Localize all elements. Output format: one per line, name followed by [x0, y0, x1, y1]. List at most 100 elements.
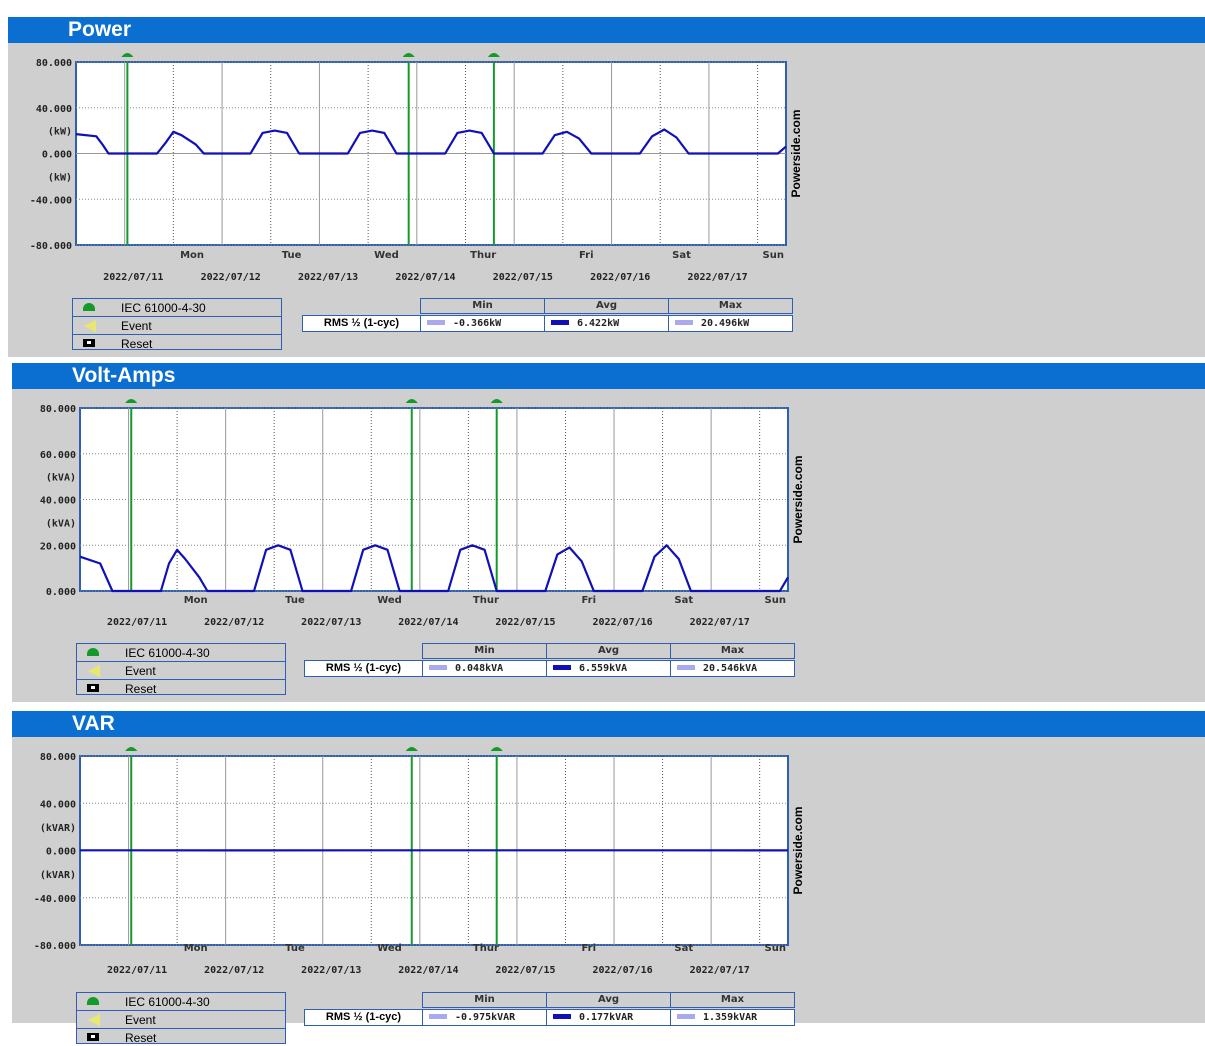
- legend-item-iec[interactable]: IEC 61000-4-30: [77, 644, 285, 661]
- brand-label: Powerside.com: [791, 806, 805, 894]
- stats-header-avg: Avg: [546, 992, 671, 1008]
- stats-header-max: Max: [670, 643, 795, 659]
- stats-avg-value: 6.422kW: [577, 318, 619, 329]
- stats-header-max: Max: [670, 992, 795, 1008]
- event-marker-flag: [488, 53, 500, 57]
- x-date-label: 2022/07/12: [201, 272, 261, 283]
- event-marker-flag: [406, 399, 418, 403]
- x-day-label: Fri: [581, 943, 596, 954]
- legend-item-event[interactable]: Event: [77, 1010, 285, 1028]
- x-date-label: 2022/07/15: [495, 617, 555, 628]
- event-marker-flag: [125, 747, 137, 751]
- stats-header-min: Min: [422, 992, 547, 1008]
- y-tick-label: 0.000: [46, 587, 76, 598]
- stats-avg-cell: 6.559kVA: [546, 660, 671, 677]
- stats-avg-value: 6.559kVA: [579, 663, 627, 674]
- y-tick-label: 80.000: [36, 58, 72, 69]
- y-tick-label: -80.000: [30, 241, 72, 252]
- stats-row-label: RMS ½ (1-cyc): [302, 315, 421, 332]
- y-tick-label: 20.000: [40, 541, 76, 552]
- stats-max-cell: 20.496kW: [668, 315, 793, 332]
- x-day-label: Wed: [377, 595, 402, 606]
- stats-row-label: RMS ½ (1-cyc): [304, 660, 423, 677]
- legend-item-iec[interactable]: IEC 61000-4-30: [73, 299, 281, 316]
- x-date-label: 2022/07/17: [690, 617, 750, 628]
- stats-header-avg: Avg: [546, 643, 671, 659]
- event-marker-flag: [125, 399, 137, 403]
- x-date-label: 2022/07/12: [204, 617, 264, 628]
- x-day-label: Mon: [184, 595, 208, 606]
- legend: IEC 61000-4-30 Event Reset: [72, 298, 282, 350]
- legend-item-event[interactable]: Event: [73, 316, 281, 334]
- y-tick-label: -80.000: [34, 941, 76, 952]
- y-tick-label: (kVA): [46, 518, 76, 529]
- legend-item-reset[interactable]: Reset: [73, 334, 281, 352]
- x-day-label: Sun: [765, 943, 786, 954]
- x-day-label: Sat: [674, 943, 693, 954]
- stats-max-value: 1.359kVAR: [703, 1012, 757, 1023]
- y-tick-label: (kW): [48, 127, 72, 138]
- reset-icon: [85, 1031, 105, 1045]
- x-day-label: Thur: [470, 250, 496, 261]
- legend-item-event[interactable]: Event: [77, 661, 285, 679]
- legend-item-iec[interactable]: IEC 61000-4-30: [77, 993, 285, 1010]
- x-date-label: 2022/07/14: [395, 272, 455, 283]
- brand-label: Powerside.com: [789, 109, 803, 197]
- x-day-label: Sun: [765, 595, 786, 606]
- stats-max-value: 20.546kVA: [703, 663, 757, 674]
- stats-avg-cell: 0.177kVAR: [546, 1009, 671, 1026]
- y-tick-label: 0.000: [42, 150, 72, 161]
- x-day-label: Mon: [184, 943, 208, 954]
- x-date-label: 2022/07/13: [298, 272, 358, 283]
- brand-label: Powerside.com: [791, 455, 805, 543]
- x-date-label: 2022/07/14: [398, 617, 458, 628]
- y-tick-label: 0.000: [46, 847, 76, 858]
- y-tick-label: 40.000: [40, 496, 76, 507]
- stats-header-min: Min: [422, 643, 547, 659]
- x-date-label: 2022/07/16: [592, 965, 652, 976]
- event-marker-flag: [121, 53, 133, 57]
- green-flag-icon: [81, 301, 101, 315]
- stats-max-cell: 1.359kVAR: [670, 1009, 795, 1026]
- green-flag-icon: [85, 646, 105, 660]
- x-date-label: 2022/07/13: [301, 617, 361, 628]
- y-tick-label: 40.000: [40, 799, 76, 810]
- x-day-label: Fri: [579, 250, 594, 261]
- stats-min-cell: -0.975kVAR: [422, 1009, 547, 1026]
- x-day-label: Sat: [674, 595, 693, 606]
- x-date-label: 2022/07/16: [592, 617, 652, 628]
- stats-min-cell: 0.048kVA: [422, 660, 547, 677]
- stats-table: Min Avg Max RMS ½ (1-cyc) 0.048kVA 6.559…: [304, 643, 796, 679]
- x-date-label: 2022/07/16: [590, 272, 650, 283]
- y-tick-label: 80.000: [40, 752, 76, 763]
- stats-row-label: RMS ½ (1-cyc): [304, 1009, 423, 1026]
- x-day-label: Tue: [285, 943, 305, 954]
- var-chart: 80.00040.000(kVAR)0.000(kVAR)-40.000-80.…: [12, 711, 1205, 1023]
- legend: IEC 61000-4-30 Event Reset: [76, 643, 286, 695]
- x-day-label: Sun: [763, 250, 784, 261]
- y-tick-label: (kW): [48, 172, 72, 183]
- x-day-label: Fri: [581, 595, 596, 606]
- x-date-label: 2022/07/17: [690, 965, 750, 976]
- x-date-label: 2022/07/11: [103, 272, 163, 283]
- legend-item-reset[interactable]: Reset: [77, 1028, 285, 1046]
- legend: IEC 61000-4-30 Event Reset: [76, 992, 286, 1044]
- legend-item-reset[interactable]: Reset: [77, 679, 285, 697]
- stats-min-value: -0.975kVAR: [455, 1012, 515, 1023]
- y-tick-label: 60.000: [40, 450, 76, 461]
- green-flag-icon: [85, 995, 105, 1009]
- x-date-label: 2022/07/11: [107, 965, 167, 976]
- yellow-triangle-icon: [81, 319, 101, 333]
- stats-avg-cell: 6.422kW: [544, 315, 669, 332]
- event-marker-flag: [406, 747, 418, 751]
- x-day-label: Wed: [377, 943, 402, 954]
- x-date-label: 2022/07/11: [107, 617, 167, 628]
- x-day-label: Sat: [672, 250, 691, 261]
- stats-header-max: Max: [668, 298, 793, 314]
- x-date-label: 2022/07/17: [687, 272, 747, 283]
- stats-header-avg: Avg: [544, 298, 669, 314]
- reset-icon: [81, 337, 101, 351]
